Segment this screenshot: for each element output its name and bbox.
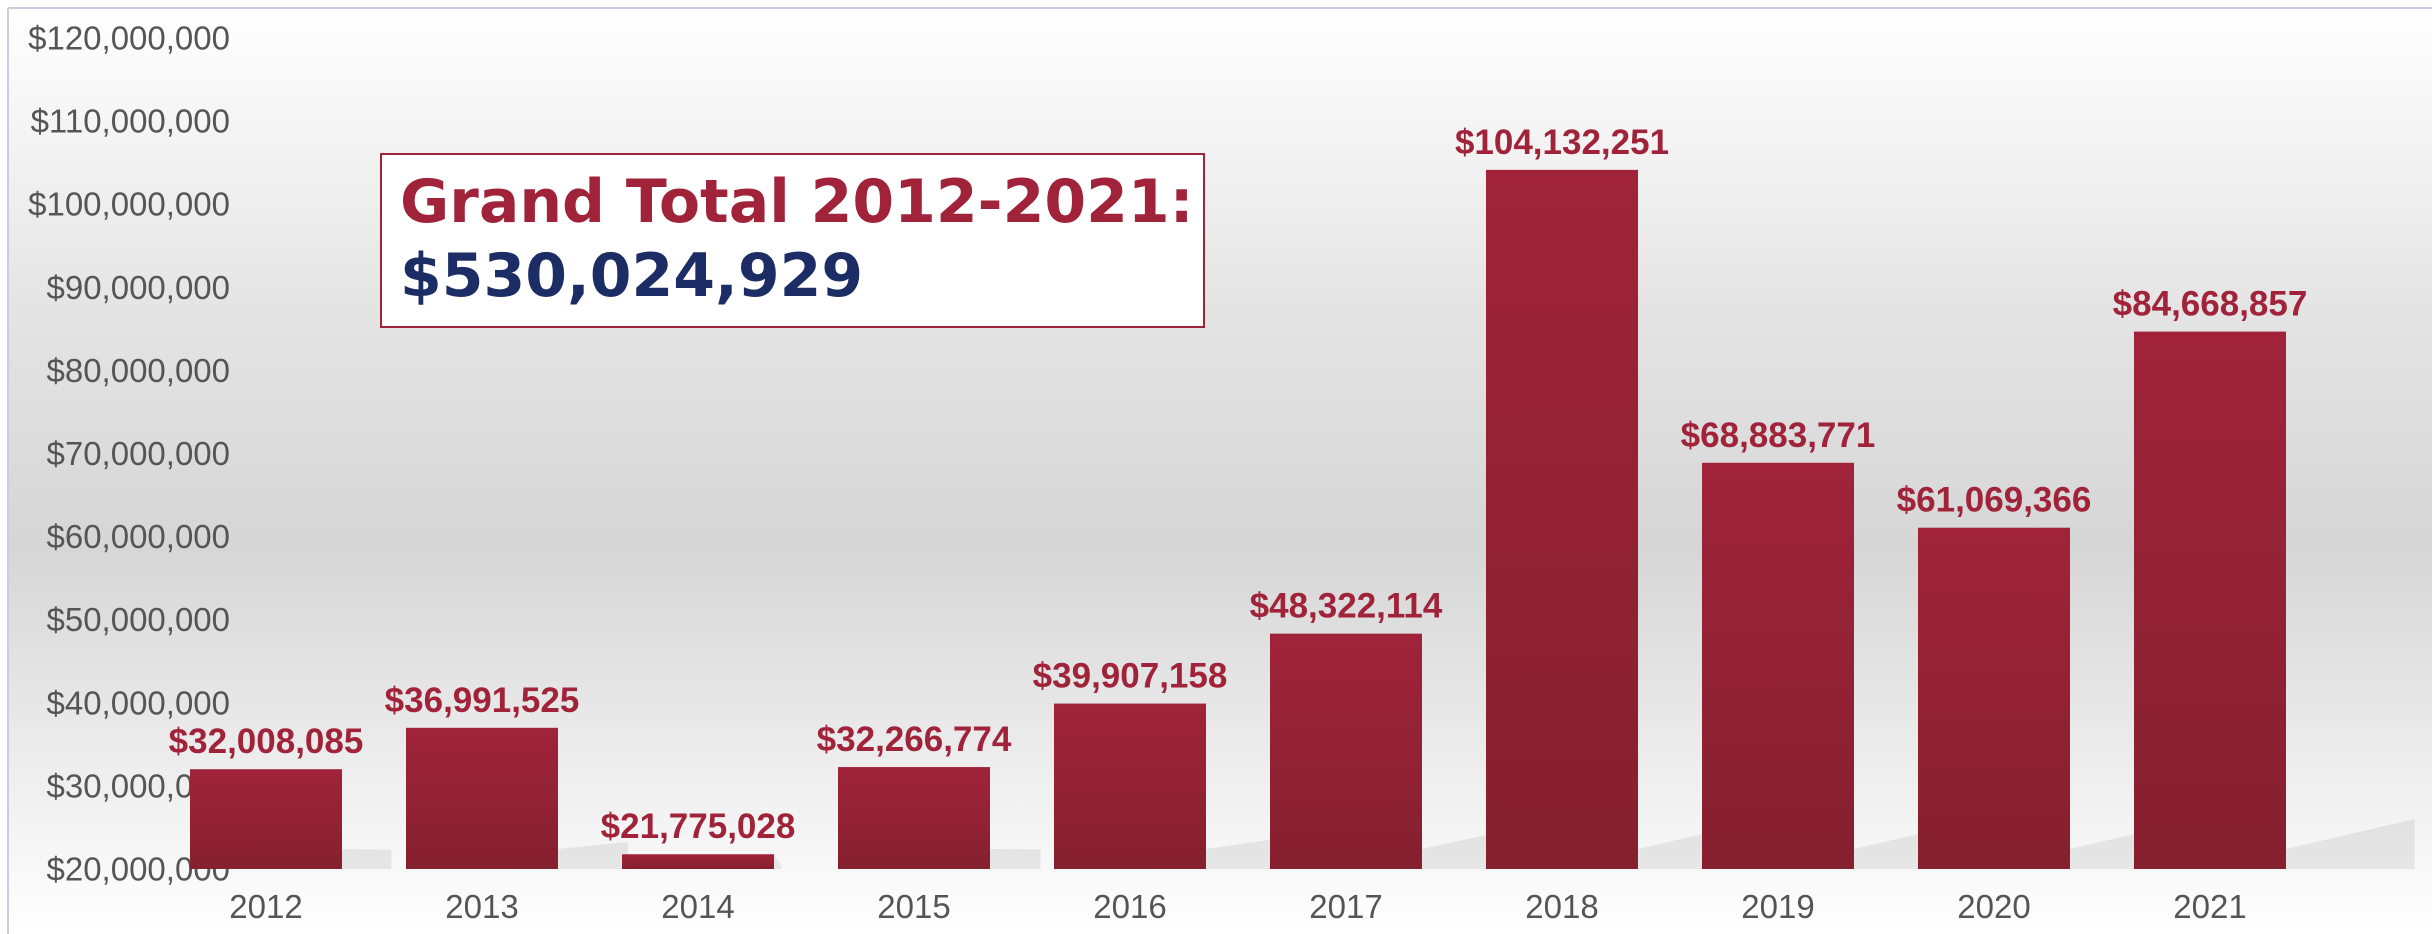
x-tick-label: 2021 [2173,888,2246,925]
grand-total-label: Grand Total 2012-2021: [400,167,1194,237]
y-tick-label: $100,000,000 [28,186,230,223]
bar-shadow [558,841,628,869]
bar-2019 [1702,462,1854,869]
bar-2018 [1486,169,1638,870]
data-label-2014: $21,775,028 [601,807,796,846]
bar-shadow [1206,837,1288,869]
data-label-2013: $36,991,525 [385,681,580,720]
data-label-2018: $104,132,251 [1455,123,1669,162]
data-labels: $32,008,085 $36,991,525 $21,775,028 $32,266… [169,123,2308,846]
x-tick-label: 2015 [877,888,950,925]
y-tick-label: $50,000,000 [46,601,230,638]
data-label-2016: $39,907,158 [1033,657,1228,696]
bar-shadow [342,849,392,869]
x-tick-label: 2020 [1957,888,2030,925]
y-tick-label: $60,000,000 [46,518,230,555]
bar-2021 [2134,331,2286,869]
x-tick-label: 2016 [1093,888,1166,925]
x-axis: 2012 2013 2014 2015 2016 2017 2018 2019 2020 2021 [229,888,2246,925]
bar-2014 [622,854,774,869]
data-label-2012: $32,008,085 [169,722,364,761]
x-tick-label: 2018 [1525,888,1598,925]
bar-2020 [1918,527,2070,869]
grand-total-box: Grand Total 2012-2021: $530,024,929 [380,153,1205,328]
grand-total-value: $530,024,929 [400,241,864,311]
data-label-2021: $84,668,857 [2113,285,2308,324]
bar-shadow [2286,818,2415,869]
y-tick-label: $80,000,000 [46,352,230,389]
bar-2012 [190,769,342,869]
x-tick-label: 2013 [445,888,518,925]
bar-shadow [990,849,1041,869]
y-tick-label: $120,000,000 [28,20,230,57]
bar-2016 [1054,703,1206,869]
bar-2013 [406,727,558,869]
data-label-2015: $32,266,774 [817,720,1012,759]
bar-shadow [774,854,782,869]
y-tick-label: $70,000,000 [46,435,230,472]
bar-2017 [1270,633,1422,869]
x-tick-label: 2019 [1741,888,1814,925]
data-label-2019: $68,883,771 [1681,416,1876,455]
data-label-2017: $48,322,114 [1250,587,1443,626]
y-tick-label: $90,000,000 [46,269,230,306]
bar-2015 [838,767,990,869]
data-label-2020: $61,069,366 [1897,481,2092,520]
y-tick-label: $40,000,000 [46,684,230,721]
x-tick-label: 2014 [661,888,734,925]
x-tick-label: 2017 [1309,888,1382,925]
bars [190,169,2286,870]
y-tick-label: $110,000,000 [31,103,230,140]
x-tick-label: 2012 [229,888,302,925]
